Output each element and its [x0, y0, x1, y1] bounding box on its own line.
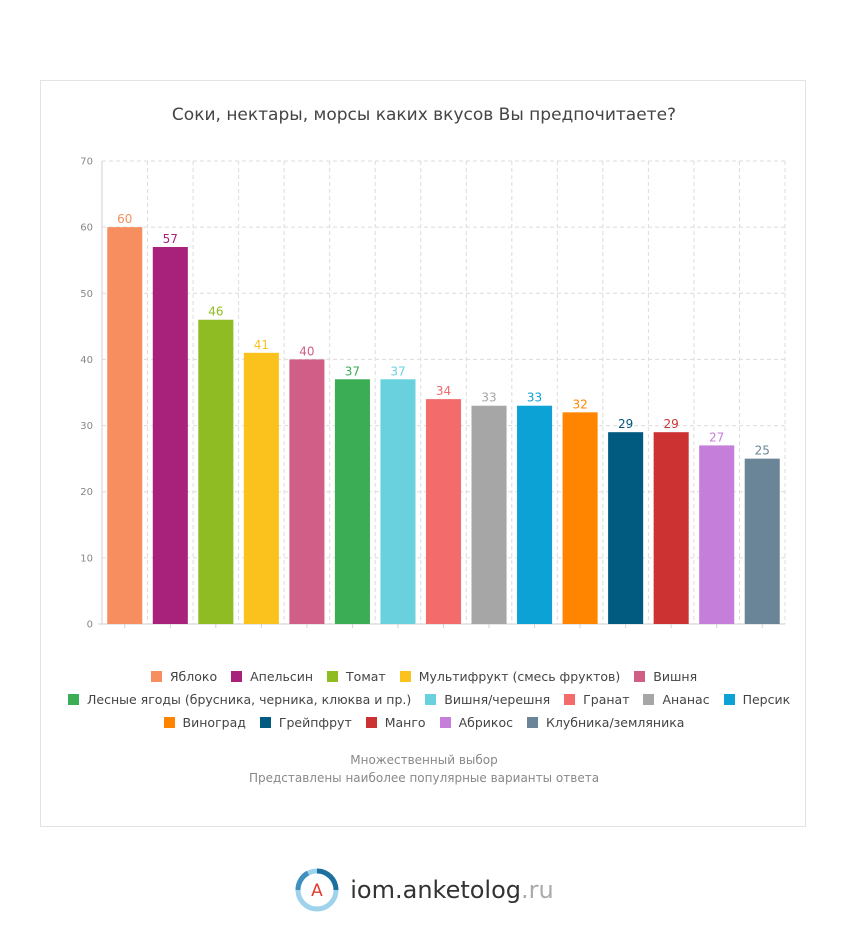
- y-tick-label: 50: [80, 289, 93, 300]
- bar-chart: 0 10 20 30 40 50 60 70 60 57 46 41 40 37 37 34 33 33 32 29 2…: [80, 157, 786, 631]
- svg-text:A: A: [311, 881, 323, 901]
- legend-swatch: [399, 671, 411, 682]
- legend-swatch: [643, 694, 655, 705]
- y-tick-label: 0: [87, 620, 93, 631]
- legend-item[interactable]: Абрикос: [439, 711, 513, 734]
- legend-label: Вишня/черешня: [444, 692, 551, 707]
- legend-label: Абрикос: [458, 715, 513, 730]
- legend-item[interactable]: Мультифрукт (смесь фруктов): [399, 665, 621, 688]
- data-label: 33: [481, 391, 496, 405]
- bar: [608, 432, 644, 624]
- legend-swatch: [68, 694, 79, 705]
- legend-swatch: [163, 717, 175, 728]
- legend-row: Виноград Грейпфрут Манго Абрикос Клубника/зе…: [61, 711, 787, 734]
- legend-swatch: [150, 671, 162, 682]
- bar: [107, 227, 143, 624]
- legend-swatch: [723, 694, 735, 705]
- legend-item[interactable]: Манго: [365, 711, 426, 734]
- legend-label: Гранат: [583, 692, 630, 707]
- legend-label: Ананас: [662, 692, 710, 707]
- legend-label: Виноград: [182, 715, 246, 730]
- legend-swatch: [564, 694, 576, 705]
- y-tick-label: 20: [80, 487, 93, 498]
- legend-row: Яблоко Апельсин Томат Мультифрукт (смесь фр…: [61, 665, 787, 688]
- legend-swatch: [365, 717, 377, 728]
- note-popular-answers: Представлены наиболее популярные вариант…: [248, 771, 600, 785]
- legend-label: Лесные ягоды (брусника, черника, клюква …: [87, 692, 412, 707]
- legend-item[interactable]: Вишня/черешня: [425, 688, 550, 711]
- legend-swatch: [327, 671, 339, 682]
- legend-label: Апельсин: [250, 669, 314, 684]
- bar: [380, 379, 416, 624]
- brand-footer: A iom.anketolog .ru: [0, 866, 848, 914]
- legend-swatch: [634, 671, 646, 682]
- legend-item[interactable]: Вишня: [634, 665, 697, 688]
- bar: [517, 405, 553, 624]
- legend-label: Персик: [742, 692, 791, 707]
- legend-label: Грейпфрут: [278, 715, 352, 730]
- y-tick-label: 30: [80, 421, 93, 432]
- chart-card: Соки, нектары, морсы каких вкусов Вы пре…: [40, 80, 806, 827]
- data-label: 37: [390, 364, 405, 378]
- legend-item[interactable]: Персик: [723, 688, 791, 711]
- bar: [744, 458, 780, 624]
- legend-label: Клубника/земляника: [545, 715, 685, 730]
- data-label: 27: [709, 430, 724, 444]
- bar: [289, 359, 325, 624]
- legend-item[interactable]: Клубника/земляника: [526, 711, 685, 734]
- legend-label: Вишня: [653, 669, 698, 684]
- legend-item[interactable]: Гранат: [564, 688, 629, 711]
- data-label: 37: [345, 364, 360, 378]
- anketolog-logo-icon: A: [295, 868, 339, 912]
- bar: [334, 379, 370, 624]
- y-tick-label: 70: [80, 157, 93, 168]
- legend-label: Мультифрукт (смесь фруктов): [418, 669, 621, 684]
- y-tick-label: 40: [80, 355, 93, 366]
- legend-swatch: [439, 717, 451, 728]
- bar: [198, 319, 234, 624]
- legend-item[interactable]: Лесные ягоды (брусника, черника, клюква …: [68, 688, 411, 711]
- legend-item[interactable]: Томат: [327, 665, 386, 688]
- data-label: 60: [117, 212, 132, 226]
- legend-swatch: [231, 671, 243, 682]
- data-label: 29: [618, 417, 633, 431]
- data-label: 34: [436, 384, 451, 398]
- legend-item[interactable]: Ананас: [643, 688, 710, 711]
- data-label: 46: [208, 305, 223, 319]
- bar: [699, 445, 735, 624]
- legend-swatch: [259, 717, 271, 728]
- bar: [243, 352, 279, 624]
- data-label: 33: [527, 391, 542, 405]
- note-multiple-choice: Множественный выбор: [350, 753, 498, 767]
- legend-item[interactable]: Грейпфрут: [259, 711, 352, 734]
- bar: [152, 246, 188, 624]
- chart-title: Соки, нектары, морсы каких вкусов Вы пре…: [171, 105, 677, 125]
- legend-swatch: [526, 717, 538, 728]
- legend-item[interactable]: Яблоко: [150, 665, 218, 688]
- legend-item[interactable]: Апельсин: [231, 665, 313, 688]
- legend-row: Лесные ягоды (брусника, черника, клюква …: [61, 688, 790, 711]
- data-label: 41: [254, 338, 269, 352]
- data-label: 29: [664, 417, 679, 431]
- data-label: 32: [572, 397, 587, 411]
- data-label: 40: [299, 344, 314, 358]
- chart-legend: Яблоко Апельсин Томат Мультифрукт (смесь фр…: [61, 665, 790, 734]
- brand-tld: .ru: [521, 876, 554, 904]
- bar: [562, 412, 598, 624]
- y-tick-label: 10: [80, 553, 93, 564]
- bar: [425, 399, 462, 624]
- brand-name: iom.anketolog: [350, 876, 522, 904]
- legend-swatch: [425, 694, 437, 705]
- legend-label: Томат: [346, 669, 386, 684]
- data-label: 57: [163, 232, 178, 246]
- legend-label: Манго: [384, 715, 426, 730]
- data-label: 25: [755, 444, 770, 458]
- legend-item[interactable]: Виноград: [163, 711, 246, 734]
- bar: [471, 405, 507, 624]
- y-tick-label: 60: [80, 223, 93, 234]
- bar: [653, 432, 689, 624]
- legend-label: Яблоко: [169, 669, 218, 684]
